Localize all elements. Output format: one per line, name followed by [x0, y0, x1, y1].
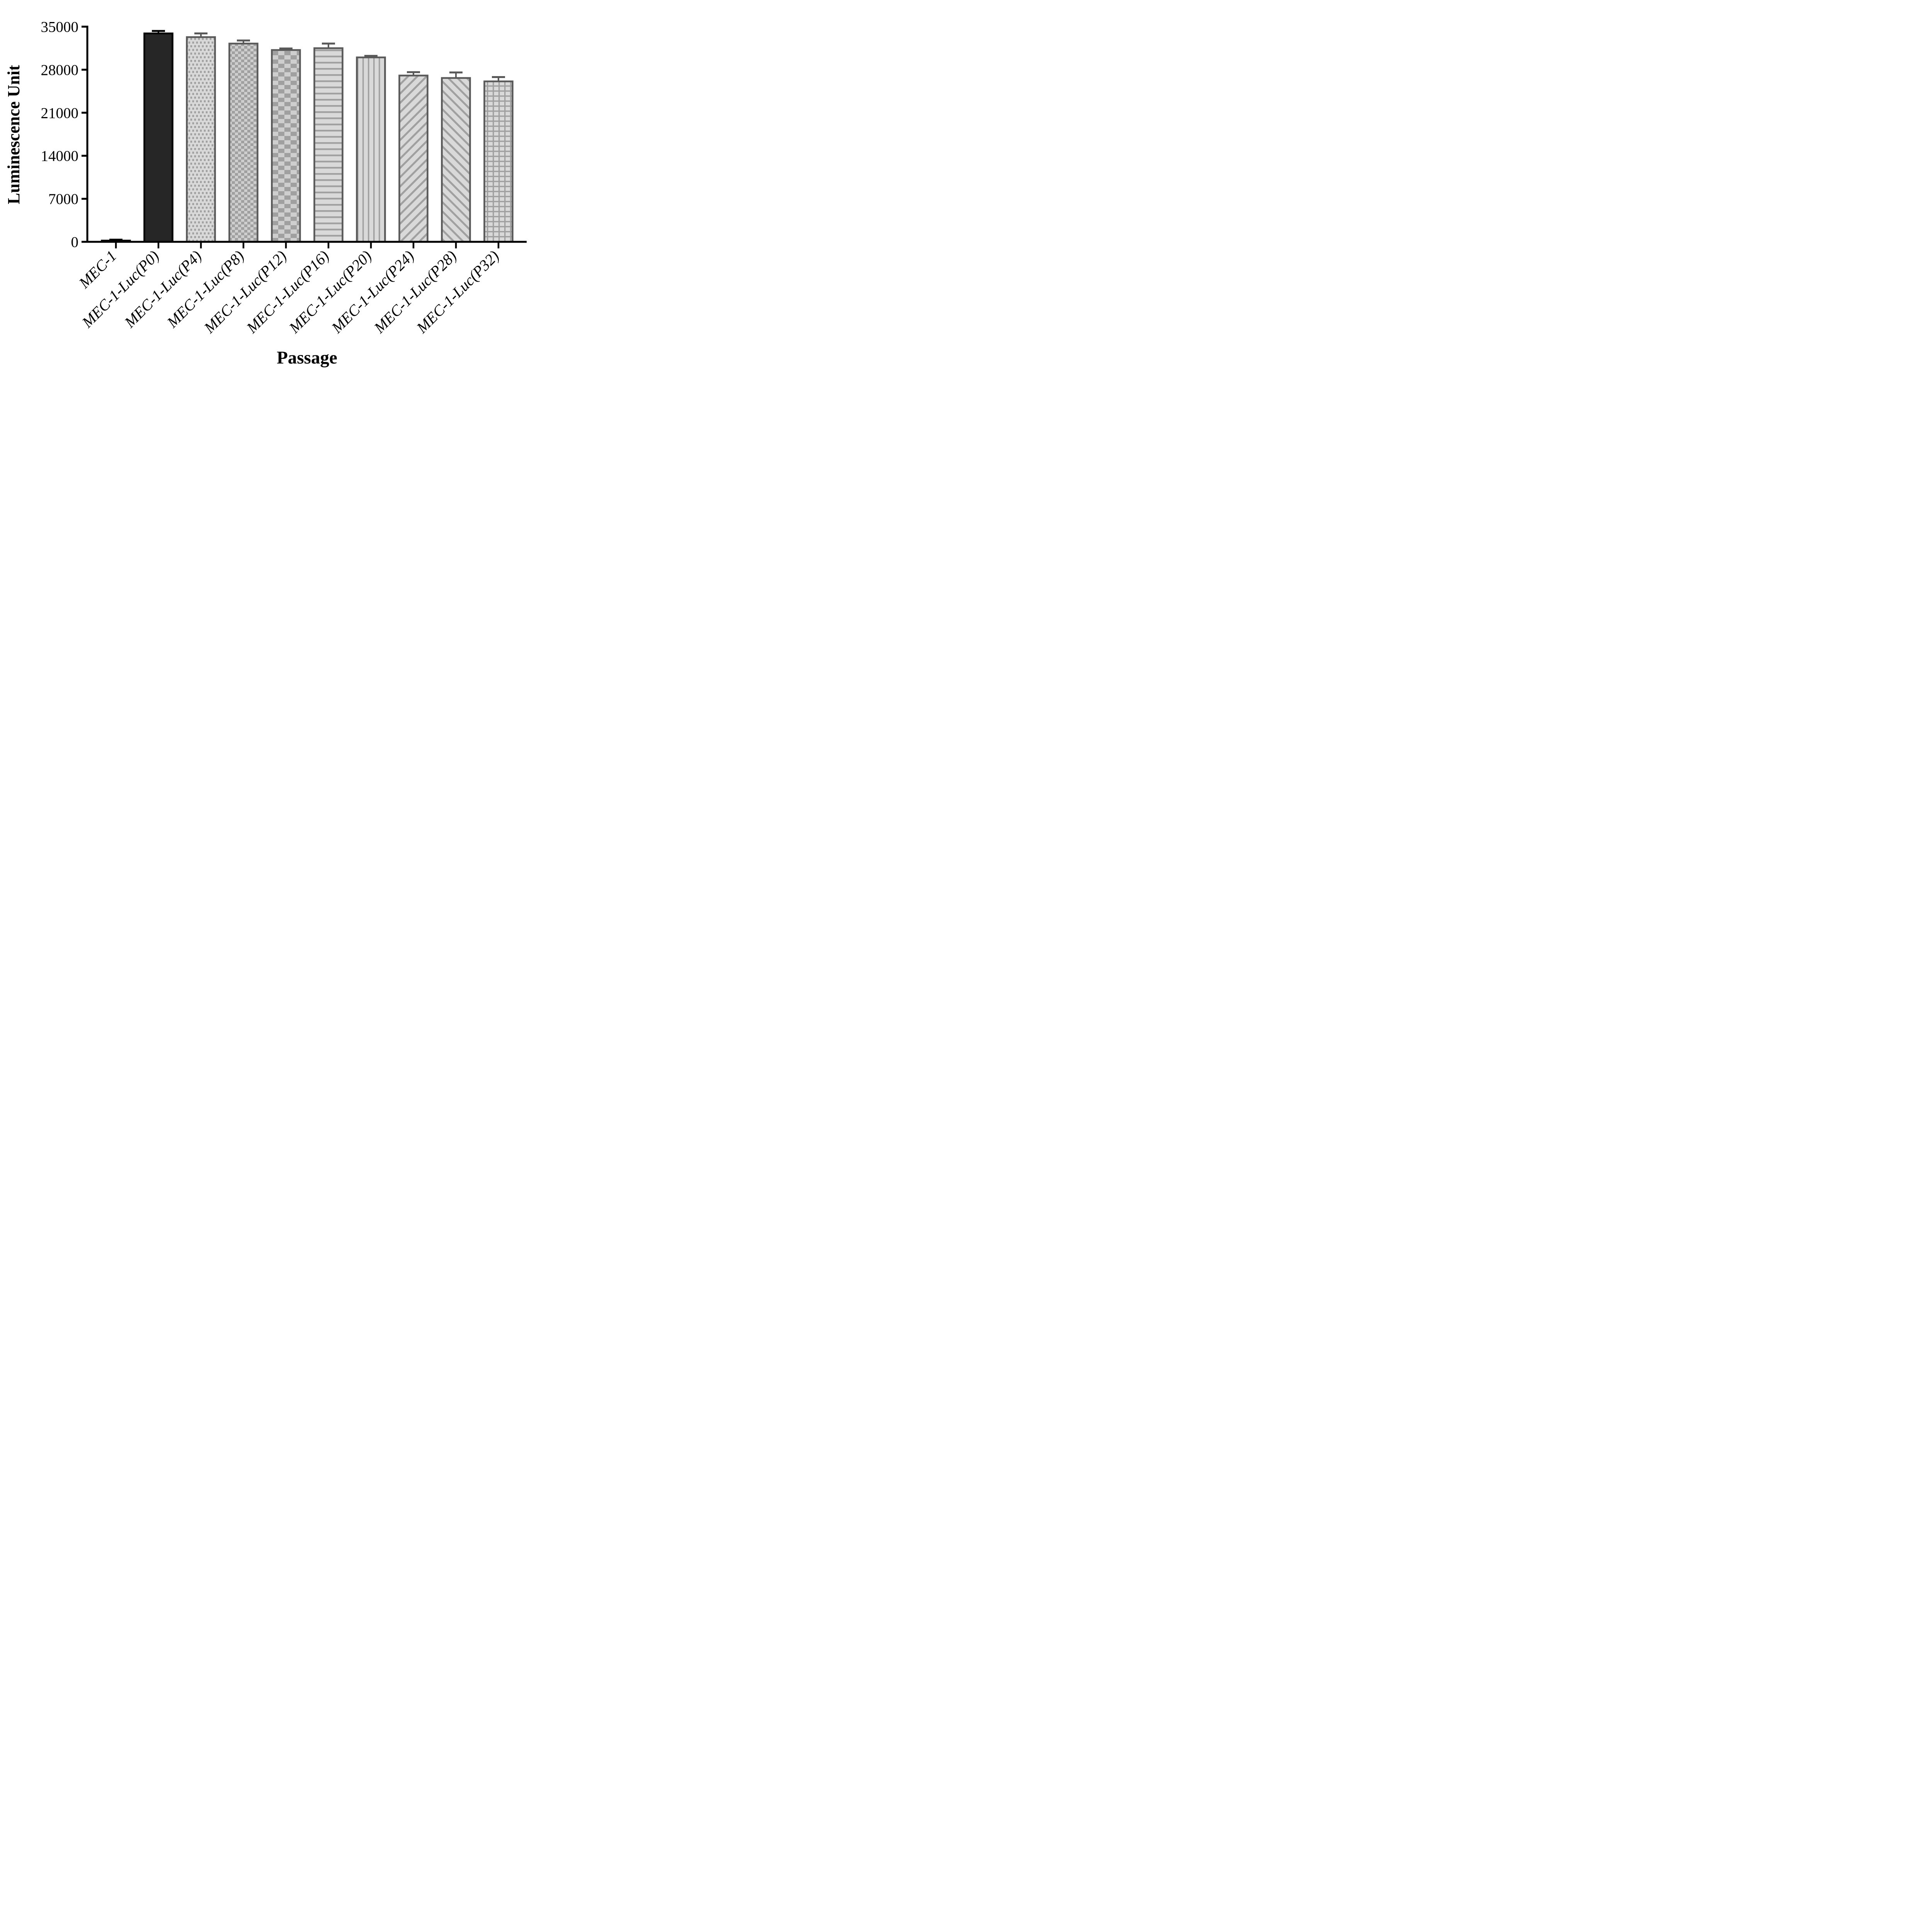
error-bar-cap	[364, 55, 378, 57]
error-bar-cap	[194, 32, 207, 35]
bar-MEC-1-Luc(P0)	[144, 33, 173, 242]
bar-pattern-diagonal-up	[399, 75, 428, 242]
bar-group-6	[356, 55, 386, 243]
bar-pattern-dots	[187, 37, 215, 242]
bar-pattern-checker-large	[272, 50, 300, 242]
error-bar-cap	[407, 71, 420, 73]
bar-pattern-grid	[484, 81, 513, 242]
y-tick-label-0: 0	[71, 234, 79, 251]
y-tick-label-7000: 7000	[48, 191, 78, 207]
error-bar-cap	[152, 30, 165, 32]
error-bar-cap	[322, 42, 335, 45]
bar-group-3	[228, 39, 259, 243]
x-category-label-3: MEC-1-Luc(P8)	[163, 247, 247, 331]
bar-group-8	[441, 71, 471, 243]
bar-group-2	[186, 32, 216, 243]
plot-area: 0700014000210002800035000MEC-1MEC-1-Luc(…	[41, 19, 527, 337]
bar-group-7	[398, 71, 429, 243]
x-axis-title: Passage	[277, 348, 337, 368]
error-bar-cap	[449, 71, 463, 74]
y-tick-label-21000: 21000	[41, 105, 79, 121]
bar-pattern-vertical-lines	[357, 57, 385, 242]
error-bar-cap	[109, 238, 122, 241]
y-tick-label-28000: 28000	[41, 62, 79, 78]
error-bar-cap	[279, 47, 293, 49]
bar-group-9	[483, 76, 514, 243]
error-bar-cap	[492, 76, 505, 78]
x-category-label-2: MEC-1-Luc(P4)	[121, 247, 205, 331]
bar-chart-figure: 0 7000 14000 21000 28000 35000 MEC-1 MEC-1-Luc(…	[0, 0, 551, 385]
bar-pattern-horizontal-lines	[314, 48, 343, 242]
bar-group-4	[271, 47, 301, 243]
error-bar-cap	[237, 39, 250, 42]
bar-group-5	[313, 42, 344, 243]
bar-pattern-diagonal-down	[442, 78, 470, 242]
bar-group-1	[143, 30, 173, 243]
y-axis-title: Luminescence Unit	[4, 65, 23, 204]
y-tick-label-35000: 35000	[41, 19, 79, 36]
bar-pattern-checker-small	[229, 43, 258, 242]
y-tick-label-14000: 14000	[41, 148, 79, 165]
x-category-label-1: MEC-1-Luc(P0)	[78, 247, 162, 331]
